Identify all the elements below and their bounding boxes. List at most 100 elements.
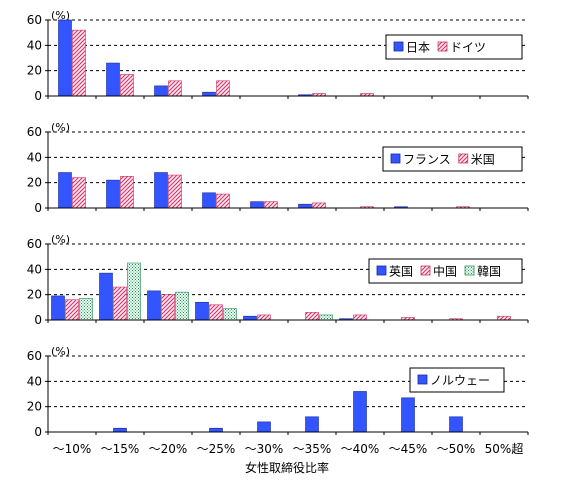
panels-layer: 0 20 40 60 (%) 日本 ドイツ 0 20 40 60 (%) フランス 米国 0 20 40 60 (%… bbox=[27, 9, 529, 456]
x-tick-label: ～45% bbox=[389, 442, 428, 456]
bar-1-日本-1 bbox=[58, 19, 72, 97]
legend-box bbox=[382, 146, 523, 172]
legend-swatch bbox=[458, 153, 469, 164]
bar-4-ノルウェー-7 bbox=[353, 391, 367, 433]
bar-1-ドイツ-3 bbox=[168, 80, 182, 97]
y-tick-label: 60 bbox=[27, 125, 42, 139]
bar-3-中国-6 bbox=[305, 312, 319, 321]
x-tick-label: ～15% bbox=[101, 442, 140, 456]
bar-4-ノルウェー-2 bbox=[113, 427, 127, 433]
legend-box bbox=[368, 258, 523, 284]
bar-3-韓国-6 bbox=[319, 314, 333, 321]
legend-swatch bbox=[390, 153, 401, 164]
y-tick-label: 60 bbox=[27, 237, 42, 251]
bar-2-米国-5 bbox=[264, 201, 278, 209]
y-tick-label: 20 bbox=[27, 176, 42, 190]
bar-2-フランス-2 bbox=[106, 179, 120, 209]
bar-2-米国-3 bbox=[168, 174, 182, 209]
legend-swatch bbox=[376, 265, 387, 276]
legend-swatch bbox=[437, 41, 448, 52]
bar-3-中国-4 bbox=[209, 304, 223, 321]
bar-2-米国-2 bbox=[120, 176, 134, 209]
legend-swatch bbox=[393, 41, 404, 52]
bar-4-ノルウェー-6 bbox=[305, 416, 319, 433]
bar-3-韓国-4 bbox=[223, 308, 237, 321]
legend-label: 英国 bbox=[389, 265, 413, 279]
chart-panel-3: 0 20 40 60 (%) 英国 中国 韓国 bbox=[27, 233, 529, 327]
x-tick-label: ～10% bbox=[53, 442, 92, 456]
legend-label: 日本 bbox=[406, 41, 430, 55]
bar-2-フランス-5 bbox=[250, 201, 264, 209]
legend: 日本 ドイツ bbox=[385, 34, 523, 60]
x-tick-label: ～30% bbox=[245, 442, 284, 456]
x-tick-label: ～35% bbox=[293, 442, 332, 456]
legend-label: 中国 bbox=[433, 264, 457, 279]
bar-3-韓国-3 bbox=[175, 291, 189, 321]
chart-panel-4: 0 20 40 60 (%) ノルウェー ～10% ～15% ～20% ～25% ～30% ～35% ～… bbox=[27, 345, 529, 456]
y-tick-label: 0 bbox=[34, 201, 42, 215]
y-tick-label: 60 bbox=[27, 349, 42, 363]
bar-3-中国-10 bbox=[497, 315, 511, 321]
bar-3-英国-4 bbox=[195, 301, 209, 321]
y-unit-label: (%) bbox=[51, 121, 70, 134]
legend-label: ノルウェー bbox=[430, 374, 490, 388]
bar-2-米国-6 bbox=[312, 202, 326, 209]
bar-3-英国-2 bbox=[99, 272, 113, 321]
bar-1-日本-2 bbox=[106, 62, 120, 97]
bar-1-ドイツ-2 bbox=[120, 74, 134, 97]
y-tick-label: 0 bbox=[34, 425, 42, 439]
x-tick-label: 50%超 bbox=[485, 441, 524, 456]
chart-panel-2: 0 20 40 60 (%) フランス 米国 bbox=[27, 121, 529, 215]
y-tick-label: 0 bbox=[34, 89, 42, 103]
y-tick-label: 40 bbox=[27, 150, 42, 164]
y-tick-label: 40 bbox=[27, 262, 42, 276]
legend-label: 韓国 bbox=[477, 265, 501, 279]
y-unit-label: (%) bbox=[51, 345, 70, 358]
bar-2-フランス-4 bbox=[202, 192, 216, 209]
bar-4-ノルウェー-5 bbox=[257, 421, 271, 433]
bar-3-中国-2 bbox=[113, 286, 127, 321]
legend-box bbox=[385, 34, 523, 60]
bar-3-英国-1 bbox=[51, 295, 65, 321]
legend-swatch bbox=[420, 265, 431, 276]
bar-1-ドイツ-4 bbox=[216, 80, 230, 97]
bar-3-韓国-1 bbox=[79, 298, 93, 321]
bar-1-日本-3 bbox=[154, 85, 168, 97]
legend-swatch bbox=[464, 265, 475, 276]
legend-swatch bbox=[417, 374, 428, 385]
bar-3-中国-5 bbox=[257, 314, 271, 321]
bar-2-米国-4 bbox=[216, 193, 230, 209]
bar-3-英国-5 bbox=[243, 315, 257, 321]
bar-2-フランス-6 bbox=[298, 203, 312, 209]
bar-3-英国-3 bbox=[147, 290, 161, 321]
y-tick-label: 40 bbox=[27, 38, 42, 52]
bar-3-韓国-2 bbox=[127, 262, 141, 321]
bar-1-日本-4 bbox=[202, 91, 216, 97]
y-tick-label: 60 bbox=[27, 13, 42, 27]
y-tick-label: 20 bbox=[27, 64, 42, 78]
legend-label: 米国 bbox=[471, 153, 495, 167]
bar-2-フランス-1 bbox=[58, 172, 72, 209]
y-tick-label: 40 bbox=[27, 374, 42, 388]
y-unit-label: (%) bbox=[51, 9, 70, 22]
bar-3-中国-7 bbox=[353, 314, 367, 321]
bar-1-ドイツ-1 bbox=[72, 29, 86, 97]
bar-4-ノルウェー-9 bbox=[449, 416, 463, 433]
legend-label: フランス bbox=[403, 153, 451, 167]
y-tick-label: 0 bbox=[34, 313, 42, 327]
legend-label: ドイツ bbox=[450, 41, 486, 55]
legend: ノルウェー bbox=[409, 367, 505, 393]
x-axis-title: 女性取締役比率 bbox=[245, 460, 329, 475]
bar-2-米国-1 bbox=[72, 177, 86, 209]
x-tick-label: ～20% bbox=[149, 442, 188, 456]
bar-3-中国-3 bbox=[161, 294, 175, 321]
bar-2-フランス-3 bbox=[154, 172, 168, 209]
bar-4-ノルウェー-4 bbox=[209, 427, 223, 433]
bar-4-ノルウェー-8 bbox=[401, 397, 415, 433]
y-tick-label: 20 bbox=[27, 400, 42, 414]
legend: 英国 中国 韓国 bbox=[368, 258, 523, 284]
x-tick-label: ～50% bbox=[437, 442, 476, 456]
y-tick-label: 20 bbox=[27, 288, 42, 302]
